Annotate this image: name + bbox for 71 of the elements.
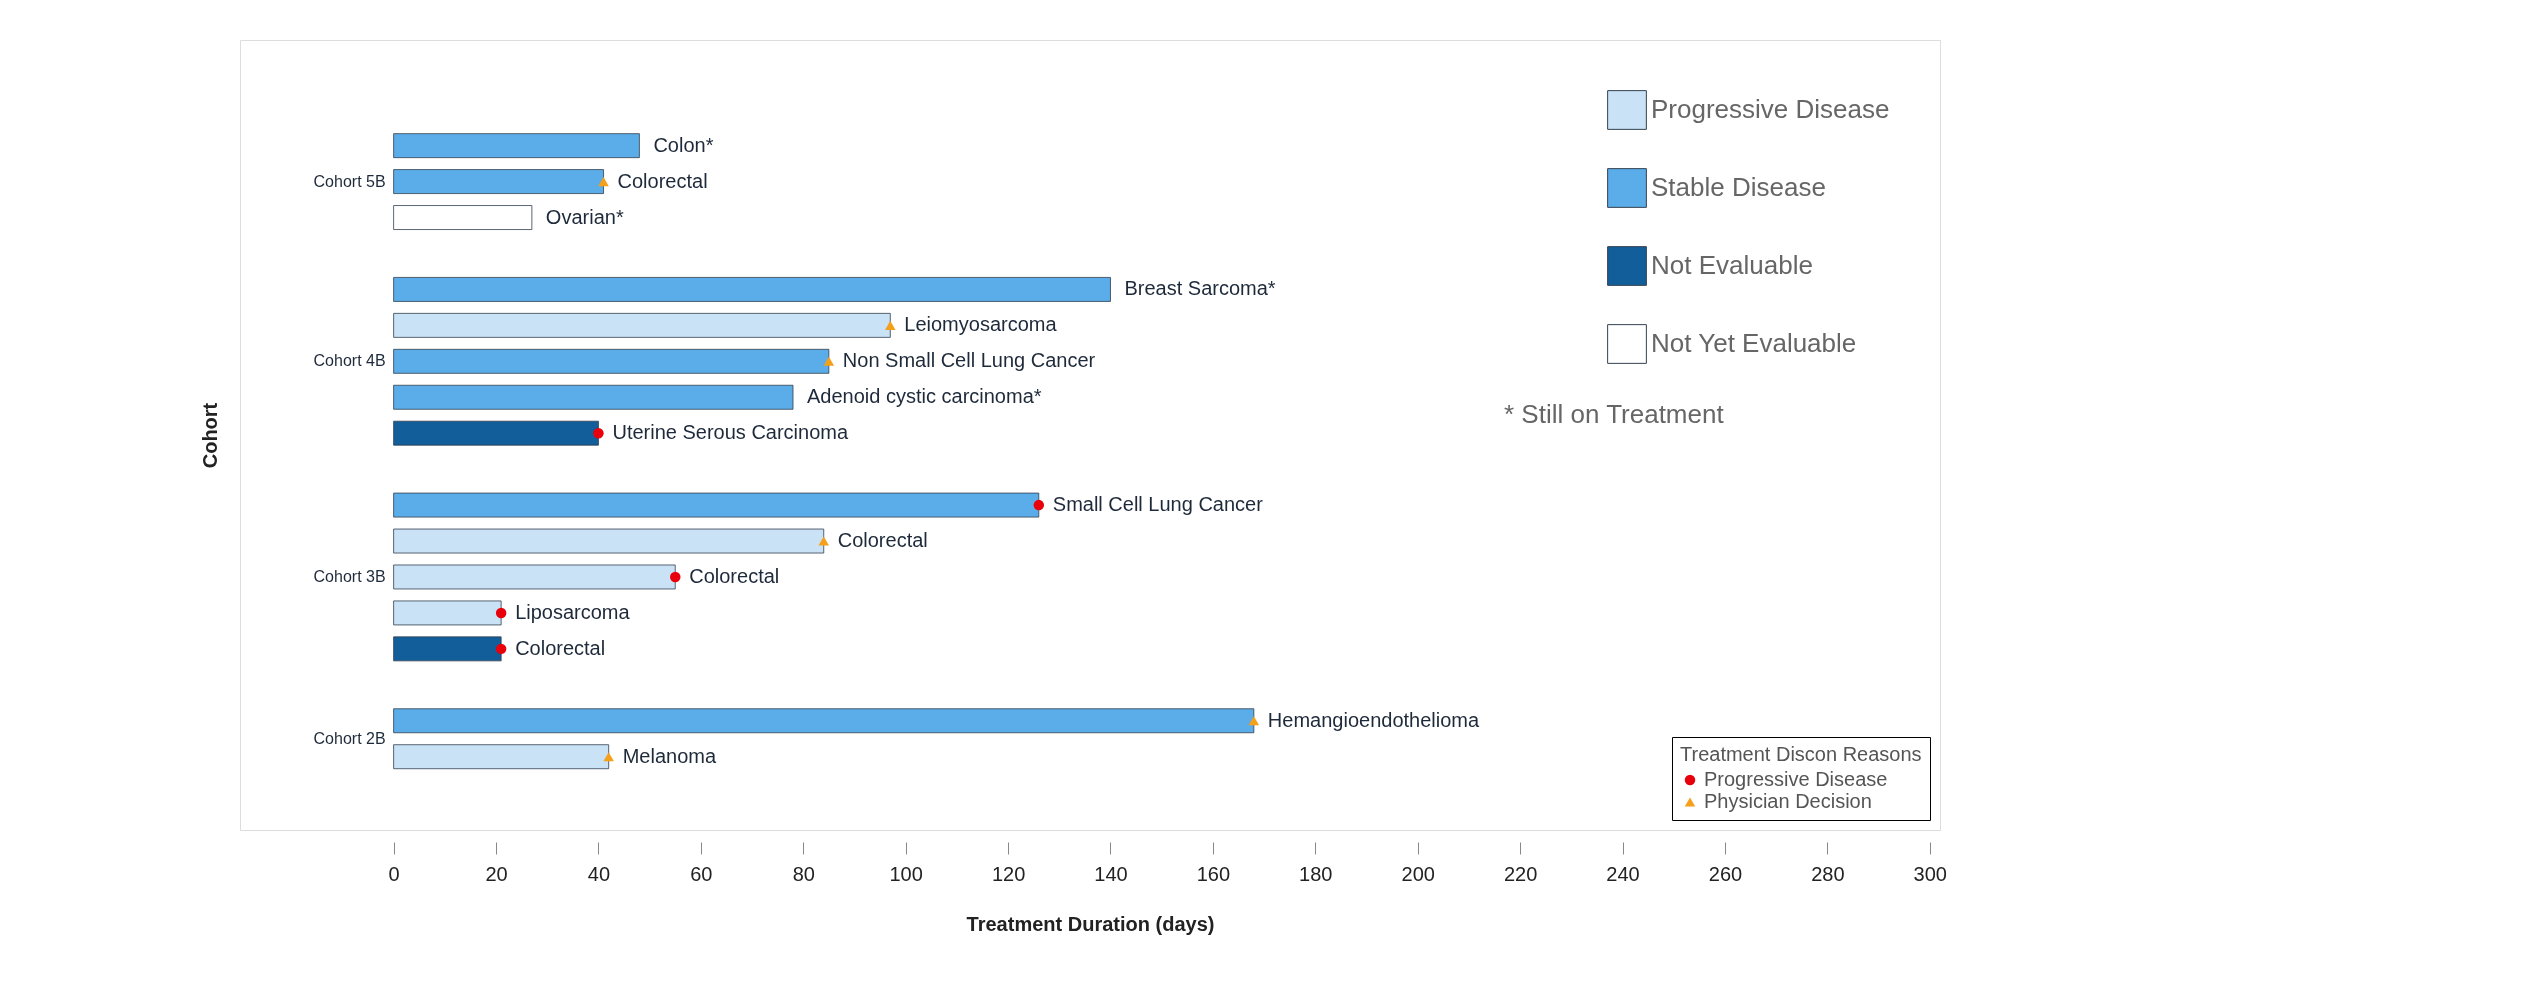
y-tick-label: Leiomyosarcoma: [904, 313, 1058, 336]
bar: [393, 384, 794, 410]
x-tick-label: 120: [991, 862, 1026, 885]
legend-title: Treatment Discon Reasons: [1680, 743, 1922, 765]
annotation: Cohort 2B: [313, 729, 386, 747]
bar: [393, 744, 610, 770]
point: [1033, 499, 1045, 511]
y-tick-label: Breast Sarcoma*: [1124, 277, 1276, 300]
y-tick-label: Colon*: [653, 133, 714, 156]
y-tick-label: Uterine Serous Carcinoma: [612, 421, 849, 444]
bar: [393, 564, 676, 590]
bar: [393, 277, 1111, 302]
bar: [393, 205, 533, 230]
y-tick-label: Ovarian*: [545, 205, 624, 228]
annotation: Cohort 4B: [313, 352, 386, 370]
y-tick-label: Colorectal: [689, 564, 780, 587]
bar: [393, 420, 599, 446]
point: [495, 607, 507, 619]
point: [670, 571, 681, 583]
x-tick-label: 60: [690, 862, 713, 885]
y-tick-label: Colorectal: [515, 636, 606, 659]
y-tick-label: Melanoma: [622, 744, 717, 767]
y-tick-label: Hemangioendothelioma: [1267, 708, 1480, 731]
point: [495, 643, 507, 655]
bar: [393, 133, 640, 159]
x-tick-label: 100: [889, 862, 923, 885]
legend-label: Not Evaluable: [1651, 250, 1813, 280]
x-axis-title: Treatment Duration (days): [966, 912, 1215, 935]
y-tick-label: Non Small Cell Lung Cancer: [842, 349, 1096, 372]
x-tick-label: 280: [1811, 862, 1845, 885]
annotation: * Still on Treatment: [1504, 399, 1725, 429]
point: [1248, 716, 1260, 726]
y-tick-label: Colorectal: [837, 529, 928, 552]
bar: [393, 169, 604, 194]
annotation: Cohort 5B: [313, 172, 386, 190]
x-tick-label: 40: [587, 862, 611, 885]
legend-label: Stable Disease: [1651, 172, 1826, 202]
annotation: Cohort 3B: [313, 567, 386, 585]
y-axis-title: Cohort: [198, 402, 221, 469]
point: [598, 177, 609, 187]
x-tick-label: 220: [1503, 862, 1538, 885]
x-tick-label: 260: [1708, 862, 1743, 885]
bar: [393, 636, 502, 662]
point: [593, 427, 604, 439]
x-tick-label: 180: [1299, 862, 1333, 885]
legend-label: Not Yet Evaluable: [1651, 328, 1857, 358]
point: [823, 356, 835, 366]
x-tick-label: 20: [485, 862, 508, 885]
bar: [393, 492, 1040, 518]
legend-label: Progressive Disease: [1704, 768, 1888, 790]
bar: [393, 600, 502, 626]
bar: [393, 348, 830, 374]
y-tick-label: Small Cell Lung Cancer: [1052, 493, 1264, 516]
bar: [393, 312, 891, 338]
y-tick-label: Colorectal: [617, 169, 708, 192]
x-tick-label: 300: [1913, 862, 1947, 885]
y-tick-label: Liposarcoma: [515, 600, 631, 623]
legend-label: Progressive Disease: [1651, 94, 1890, 124]
y-tick-label: Adenoid cystic carcinoma*: [807, 385, 1042, 408]
bar: [393, 708, 1255, 734]
legend-label: Physician Decision: [1704, 790, 1872, 812]
x-tick-label: 160: [1196, 862, 1231, 885]
x-tick-label: 80: [792, 862, 815, 885]
x-tick-label: 140: [1094, 862, 1128, 885]
point: [885, 320, 896, 330]
x-tick-label: 200: [1401, 862, 1435, 885]
bar: [393, 528, 825, 554]
point: [818, 536, 829, 546]
x-tick-label: 240: [1606, 862, 1640, 885]
point: [603, 752, 614, 762]
x-tick-label: 0: [388, 862, 400, 885]
